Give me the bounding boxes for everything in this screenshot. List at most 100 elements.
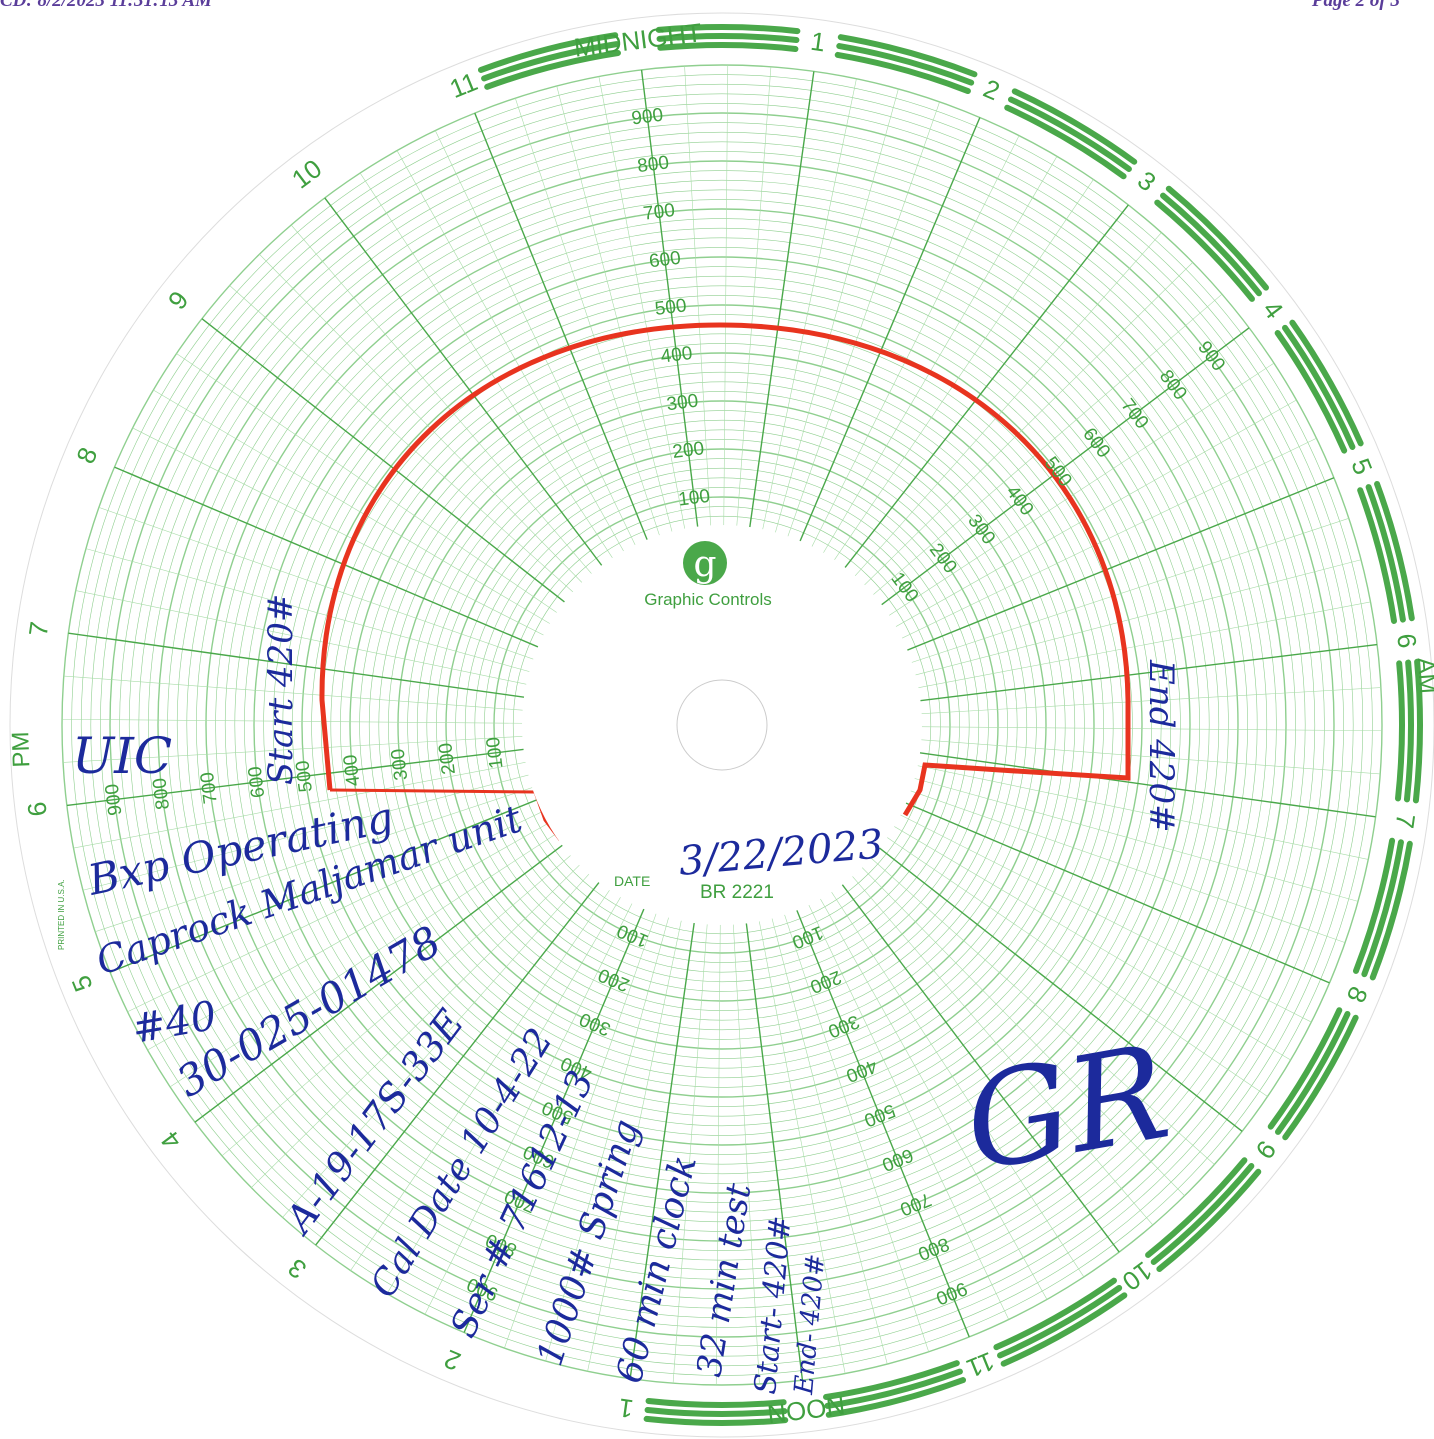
grid-ring xyxy=(349,352,1095,1098)
grid-radial xyxy=(896,559,1362,681)
grid-ring xyxy=(474,477,970,973)
hour-bar xyxy=(1403,659,1414,803)
grid-ring xyxy=(493,496,951,954)
grid-ring xyxy=(407,410,1037,1040)
printed-note: PRINTED IN U.S.A. xyxy=(57,879,66,950)
hour-bar xyxy=(484,50,621,90)
grid-ring xyxy=(263,266,1181,1184)
grid-radial xyxy=(194,832,579,1123)
grid-radial xyxy=(743,903,804,1381)
grid-radial xyxy=(73,758,546,849)
grid-radial xyxy=(282,859,603,1218)
hour-bar xyxy=(655,24,801,35)
grid-ring xyxy=(378,381,1066,1069)
grid-radial xyxy=(176,353,574,624)
hour-bar xyxy=(1160,192,1262,297)
grid-ring xyxy=(186,189,1258,1261)
grid-radial xyxy=(169,823,572,1088)
note: End 420# xyxy=(1141,659,1181,833)
grid-ring xyxy=(205,208,1239,1242)
grid-radial xyxy=(878,399,1297,637)
grid-radial xyxy=(883,437,1317,648)
period-label: AM xyxy=(1412,657,1434,695)
hour-bar xyxy=(997,1285,1123,1359)
scale-label: 100 xyxy=(483,736,508,770)
grid-ring xyxy=(512,515,932,935)
hour-bar xyxy=(1412,658,1423,804)
grid-ring xyxy=(397,400,1047,1050)
grid-radial xyxy=(350,873,621,1271)
grid-ring xyxy=(464,467,980,983)
hour-bar xyxy=(1156,1168,1262,1272)
header-left: CD: 8/2/2023 11:31:13 AM xyxy=(0,0,213,11)
grid-radial xyxy=(259,254,597,597)
grid-radial xyxy=(802,135,1020,565)
scale-label: 600 xyxy=(648,248,682,273)
grid-ring xyxy=(359,362,1085,1088)
scale-label: 700 xyxy=(642,200,676,225)
grid-radial xyxy=(114,466,557,656)
grid-radial xyxy=(434,130,645,564)
hour-bar xyxy=(834,51,971,95)
grid-radial xyxy=(847,853,1185,1196)
grid-ring xyxy=(484,487,960,963)
pressure-trace xyxy=(319,322,1131,817)
grid-radial xyxy=(147,813,566,1051)
hour-label: 7 xyxy=(23,620,55,639)
scale-label: 200 xyxy=(435,742,460,776)
hour-bar xyxy=(643,1415,789,1426)
grid-radial xyxy=(545,898,675,1362)
grid-radial xyxy=(901,726,1382,732)
grid-ring xyxy=(253,256,1191,1194)
hour-bar xyxy=(825,1377,967,1418)
scale-label: 900 xyxy=(102,783,127,817)
grid-radial xyxy=(841,232,1162,591)
grid-radial xyxy=(900,749,1376,818)
grid-ring xyxy=(272,275,1172,1175)
grid xyxy=(9,12,1434,1438)
chart-number: BR 2221 xyxy=(700,882,774,903)
note: Start 420# xyxy=(261,594,301,785)
grid-radial xyxy=(900,643,1378,704)
grid-radial xyxy=(823,179,1094,577)
grid-ring xyxy=(196,199,1248,1251)
grid-radial xyxy=(324,197,615,582)
grid-radial xyxy=(474,112,656,559)
grid-ring xyxy=(80,83,1364,1367)
grid-radial xyxy=(63,675,543,712)
grid-radial xyxy=(788,891,970,1338)
grid-ring xyxy=(100,103,1344,1347)
grid-ring xyxy=(503,506,941,944)
grid-radial xyxy=(386,879,631,1294)
scale-label: 300 xyxy=(388,748,413,782)
grid-radial xyxy=(62,718,543,724)
scale-label: 300 xyxy=(665,391,699,416)
grid-radial xyxy=(832,204,1129,584)
grid-radial xyxy=(127,802,561,1013)
grid-radial xyxy=(424,885,642,1315)
grid-radial xyxy=(672,904,709,1384)
hour-bar xyxy=(1154,199,1255,302)
scale-label: 100 xyxy=(677,486,711,511)
grid-radial xyxy=(891,784,1346,943)
grid-ring xyxy=(128,131,1316,1319)
grid-ring xyxy=(455,458,989,992)
grid-radial xyxy=(290,224,605,589)
grid-radial xyxy=(898,601,1371,692)
grid-radial xyxy=(515,98,666,555)
grid-ring xyxy=(148,151,1296,1299)
hour-bar xyxy=(1011,88,1138,165)
grid-radial xyxy=(723,65,729,546)
center-hole xyxy=(676,679,768,771)
grid-ring xyxy=(224,227,1220,1223)
grid-ring xyxy=(61,64,1383,1386)
grid-radial xyxy=(735,66,772,546)
grid-ring xyxy=(292,295,1152,1155)
hour-bar xyxy=(1145,1157,1248,1258)
grid-radial xyxy=(132,427,562,645)
hour-bar xyxy=(1000,1292,1128,1367)
grid-radial xyxy=(829,868,1120,1253)
grid-ring xyxy=(301,304,1143,1146)
hour-bar xyxy=(1395,660,1405,802)
